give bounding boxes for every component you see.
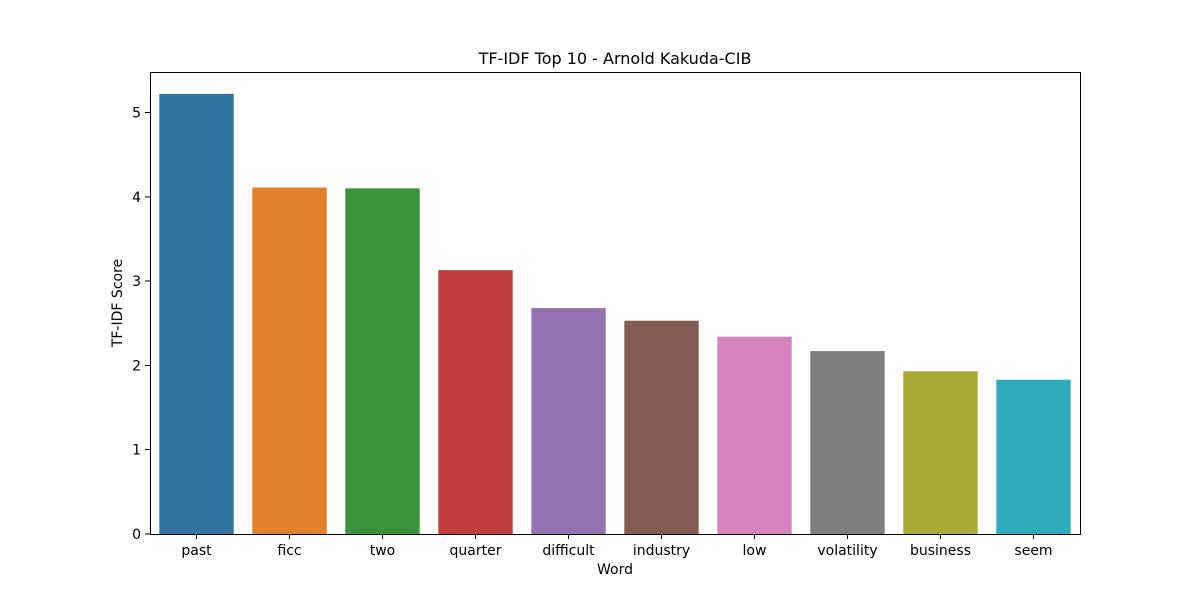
- x-tick-label: low: [743, 543, 767, 559]
- bar-two: [345, 188, 420, 534]
- x-tick-label: seem: [1014, 543, 1052, 559]
- x-axis: past ficc two quarter difficult industry low vo…: [181, 534, 1053, 559]
- chart-title: TF-IDF Top 10 - Arnold Kakuda-CIB: [478, 49, 752, 68]
- bar-ficc: [252, 187, 327, 534]
- bar-industry: [624, 320, 699, 534]
- x-tick-label: volatility: [817, 543, 877, 559]
- y-tick-label: 0: [132, 527, 141, 543]
- y-tick-label: 3: [132, 274, 141, 290]
- x-tick-label: quarter: [450, 543, 502, 559]
- bar-low: [717, 336, 792, 534]
- bars-group: [159, 93, 1071, 535]
- x-tick-label: difficult: [542, 543, 595, 559]
- y-tick-label: 5: [132, 106, 141, 122]
- x-tick-label: ficc: [277, 543, 301, 559]
- x-axis-label: Word: [597, 562, 633, 578]
- bar-seem: [996, 379, 1071, 534]
- bar-business: [903, 371, 978, 534]
- bar-quarter: [438, 270, 513, 534]
- plot-frame: [150, 72, 1081, 535]
- y-axis-label: TF-IDF Score: [110, 259, 126, 348]
- x-tick-label: past: [181, 543, 212, 559]
- bar-past: [159, 93, 234, 535]
- y-tick-label: 1: [132, 443, 141, 459]
- x-tick-label: business: [910, 543, 971, 559]
- y-tick-label: 2: [132, 358, 141, 374]
- y-tick-label: 4: [132, 190, 141, 206]
- x-tick-label: two: [370, 543, 396, 559]
- x-tick-label: industry: [633, 543, 690, 559]
- y-axis: 0 1 2 3 4 5: [132, 106, 150, 543]
- bar-difficult: [531, 308, 606, 534]
- bar-volatility: [810, 351, 885, 534]
